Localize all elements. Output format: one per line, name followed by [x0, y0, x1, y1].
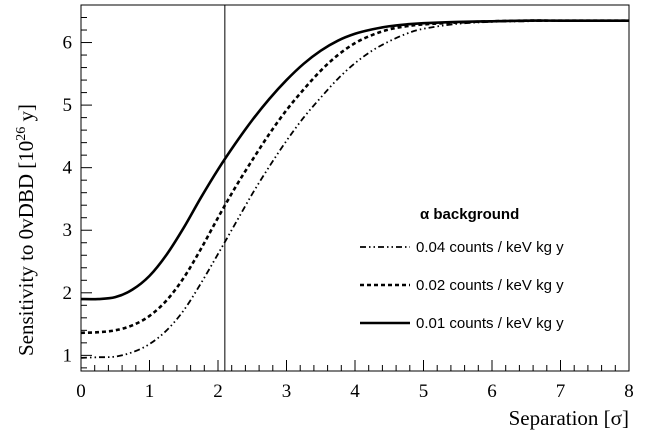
legend: α background 0.04 counts / keV kg y 0.02 …	[360, 206, 564, 332]
y-tick-label: 6	[63, 33, 73, 54]
y-axis-title-end: y]	[14, 104, 38, 127]
x-tick-label: 3	[282, 381, 292, 402]
x-tick-label: 1	[145, 381, 155, 402]
legend-label-3: 0.01 counts / keV kg y	[416, 315, 564, 332]
y-axis-title-main: Sensitivity to 0vDBD [10	[14, 141, 38, 356]
y-tick-label: 5	[63, 95, 73, 116]
y-tick-label: 4	[63, 158, 73, 179]
y-axis-title: Sensitivity to 0vDBD [1026 y]	[14, 104, 38, 356]
y-axis-title-exponent: 26	[14, 127, 29, 141]
x-tick-label: 5	[419, 381, 429, 402]
x-tick-label: 8	[624, 381, 634, 402]
x-axis-title: Separation [σ]	[509, 406, 629, 430]
x-tick-label: 4	[350, 381, 360, 402]
series-line-3	[80, 19, 629, 301]
legend-label-2: 0.02 counts / keV kg y	[416, 277, 564, 294]
series-line-1	[80, 19, 629, 359]
y-tick-label: 1	[63, 345, 73, 366]
y-tick-label: 3	[63, 220, 73, 241]
x-tick-label: 0	[76, 381, 86, 402]
x-tick-label: 7	[556, 381, 566, 402]
series-layer	[80, 19, 629, 359]
x-tick-label: 6	[487, 381, 497, 402]
legend-label-1: 0.04 counts / keV kg y	[416, 239, 564, 256]
y-tick-label: 2	[63, 283, 73, 304]
x-tick-label: 2	[213, 381, 223, 402]
legend-title: α background	[420, 206, 519, 223]
